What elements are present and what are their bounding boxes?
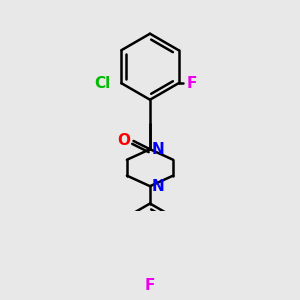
Text: F: F <box>145 278 155 293</box>
Text: O: O <box>117 134 130 148</box>
Text: F: F <box>187 76 197 91</box>
Text: N: N <box>152 142 164 157</box>
Text: Cl: Cl <box>94 76 111 91</box>
Text: N: N <box>152 179 164 194</box>
